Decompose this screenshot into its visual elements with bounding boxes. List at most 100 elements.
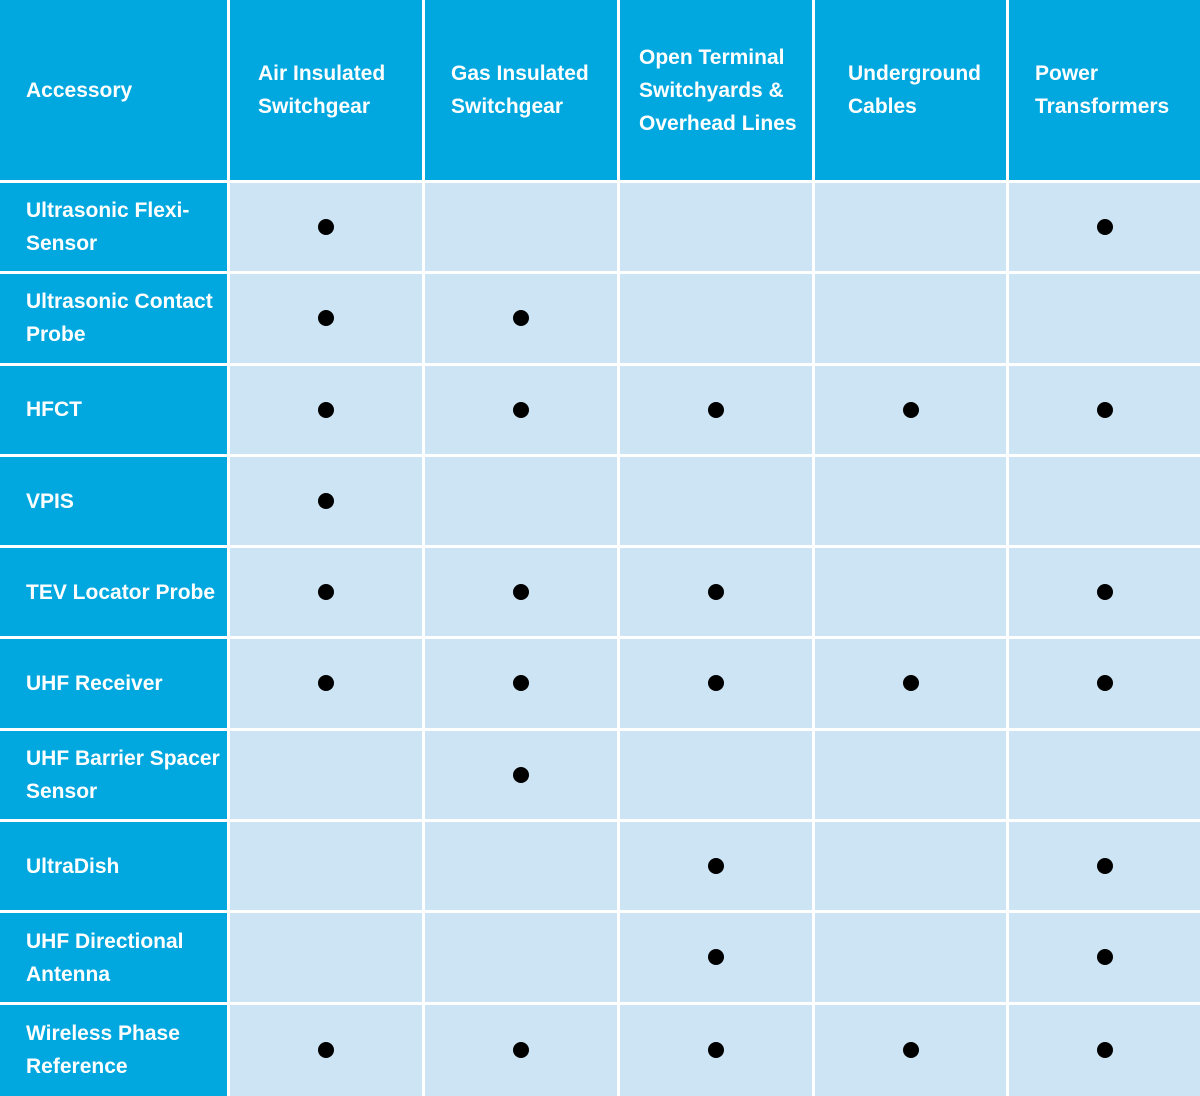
table-row: TEV Locator Probe: [0, 548, 1200, 640]
table-row: UHF Barrier Spacer Sensor: [0, 730, 1200, 823]
table-cell: [1009, 913, 1200, 1005]
row-label: TEV Locator Probe: [26, 580, 216, 604]
filled-circle-icon: [318, 492, 334, 509]
table-cell: [425, 456, 620, 549]
header-column-label: Power Transformers: [1035, 62, 1170, 118]
filled-circle-icon: [318, 310, 334, 327]
table-cell: [230, 274, 425, 366]
table-cell: [1009, 183, 1200, 275]
table-cell: [425, 365, 620, 457]
row-label: UHF Receiver: [26, 672, 163, 696]
filled-circle-icon: [1096, 218, 1113, 235]
table-cell: [230, 456, 425, 549]
table-cell: [815, 274, 1009, 366]
filled-circle-icon: [902, 675, 919, 692]
table-cell: [425, 1004, 620, 1096]
filled-circle-icon: [1096, 675, 1113, 692]
table-cell: [1009, 274, 1200, 366]
table-cell: [1009, 365, 1200, 457]
header-column-label: Air Insulated Switchgear: [258, 62, 386, 118]
filled-circle-icon: [318, 1042, 334, 1059]
row-label: UHF Directional Antenna: [26, 929, 184, 986]
filled-circle-icon: [513, 675, 529, 692]
table-cell: [620, 365, 815, 457]
row-label-cell: UHF Receiver: [0, 639, 230, 731]
table-cell: [1009, 548, 1200, 640]
table-row: UHF Directional Antenna: [0, 913, 1200, 1005]
table-cell: [620, 274, 815, 366]
row-label-cell: UltraDish: [0, 822, 230, 914]
table-cell: [815, 730, 1009, 823]
table-cell: [1009, 639, 1200, 731]
filled-circle-icon: [513, 1042, 529, 1059]
header-column-label: Gas Insulated Switchgear: [451, 62, 589, 118]
table-cell: [425, 822, 620, 914]
row-label-cell: UHF Barrier Spacer Sensor: [0, 730, 230, 823]
table-cell: [425, 183, 620, 275]
table-row: Ultrasonic Contact Probe: [0, 274, 1200, 366]
row-label: Wireless Phase Reference: [26, 1022, 180, 1079]
table-cell: [815, 639, 1009, 731]
table-cell: [425, 639, 620, 731]
table-cell: [815, 822, 1009, 914]
table-cell: [230, 639, 425, 731]
header-power-transformers: Power Transformers: [1009, 0, 1200, 183]
table-cell: [620, 1004, 815, 1096]
table-row: Wireless Phase Reference: [0, 1004, 1200, 1096]
table-cell: [230, 365, 425, 457]
table-row: VPIS: [0, 456, 1200, 549]
row-label: UltraDish: [26, 854, 120, 878]
table-cell: [620, 183, 815, 275]
header-column-label: Open Terminal Switchyards & Overhead Lin…: [639, 45, 797, 135]
filled-circle-icon: [318, 401, 334, 418]
table-cell: [620, 639, 815, 731]
table-cell: [230, 822, 425, 914]
filled-circle-icon: [318, 675, 334, 692]
header-underground-cables: Underground Cables: [815, 0, 1009, 183]
table-cell: [620, 822, 815, 914]
filled-circle-icon: [1096, 857, 1113, 874]
table-cell: [425, 548, 620, 640]
header-accessory: Accessory: [0, 0, 230, 183]
filled-circle-icon: [1096, 584, 1113, 601]
table-cell: [1009, 456, 1200, 549]
table-cell: [230, 913, 425, 1005]
row-label-cell: Ultrasonic Contact Probe: [0, 274, 230, 366]
table-cell: [230, 730, 425, 823]
filled-circle-icon: [902, 401, 919, 418]
filled-circle-icon: [318, 218, 334, 235]
table-cell: [425, 274, 620, 366]
row-label: HFCT: [26, 398, 82, 422]
header-accessory-label: Accessory: [26, 78, 133, 102]
row-label: Ultrasonic Flexi-Sensor: [26, 199, 190, 256]
row-label-cell: UHF Directional Antenna: [0, 913, 230, 1005]
filled-circle-icon: [513, 584, 529, 601]
filled-circle-icon: [513, 310, 529, 327]
table-row: UltraDish: [0, 822, 1200, 914]
table-cell: [425, 730, 620, 823]
row-label-cell: VPIS: [0, 456, 230, 549]
table-cell: [620, 456, 815, 549]
table-cell: [620, 913, 815, 1005]
table-cell: [230, 548, 425, 640]
table-cell: [425, 913, 620, 1005]
table-cell: [230, 1004, 425, 1096]
filled-circle-icon: [513, 766, 529, 783]
filled-circle-icon: [708, 949, 724, 966]
filled-circle-icon: [708, 401, 724, 418]
header-air-insulated-switchgear: Air Insulated Switchgear: [230, 0, 425, 183]
table-cell: [620, 730, 815, 823]
row-label-cell: Wireless Phase Reference: [0, 1004, 230, 1096]
header-row: Accessory Air Insulated Switchgear Gas I…: [0, 0, 1200, 183]
filled-circle-icon: [513, 401, 529, 418]
table-cell: [1009, 822, 1200, 914]
filled-circle-icon: [1096, 1042, 1113, 1059]
filled-circle-icon: [708, 1042, 724, 1059]
table-row: HFCT: [0, 365, 1200, 457]
row-label: Ultrasonic Contact Probe: [26, 290, 213, 347]
row-label: UHF Barrier Spacer Sensor: [26, 746, 220, 803]
table-cell: [815, 456, 1009, 549]
row-label: VPIS: [26, 489, 74, 513]
header-column-label: Underground Cables: [848, 62, 981, 118]
